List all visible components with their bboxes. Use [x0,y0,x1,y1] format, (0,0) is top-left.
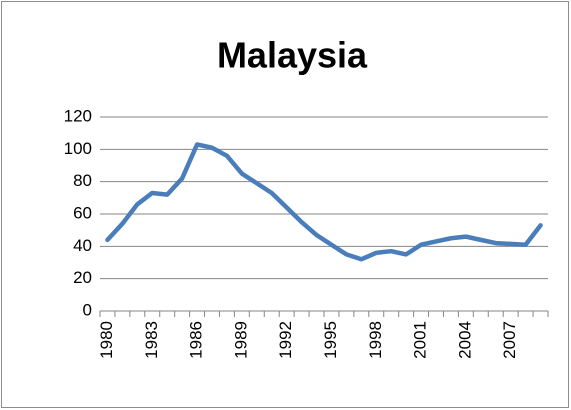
x-tick-label: 2001 [411,321,430,359]
x-tick-label: 1992 [276,321,295,359]
y-tick-label: 20 [73,268,92,287]
y-tick-label: 120 [64,106,92,125]
y-tick-label: 80 [73,171,92,190]
x-tick-label: 1995 [321,321,340,359]
chart-title: Malaysia [217,35,368,76]
x-tick-label: 1989 [231,321,250,359]
y-tick-label: 40 [73,236,92,255]
y-tick-label: 60 [73,203,92,222]
y-tick-label: 0 [83,300,92,319]
x-tick-label: 2007 [500,321,519,359]
x-tick-label: 1983 [142,321,161,359]
x-tick-label: 1980 [97,321,116,359]
x-tick-label: 2004 [455,321,474,359]
data-line [105,142,543,262]
x-tick-label: 1998 [366,321,385,359]
y-tick-label: 100 [64,139,92,158]
x-tick-label: 1986 [187,321,206,359]
